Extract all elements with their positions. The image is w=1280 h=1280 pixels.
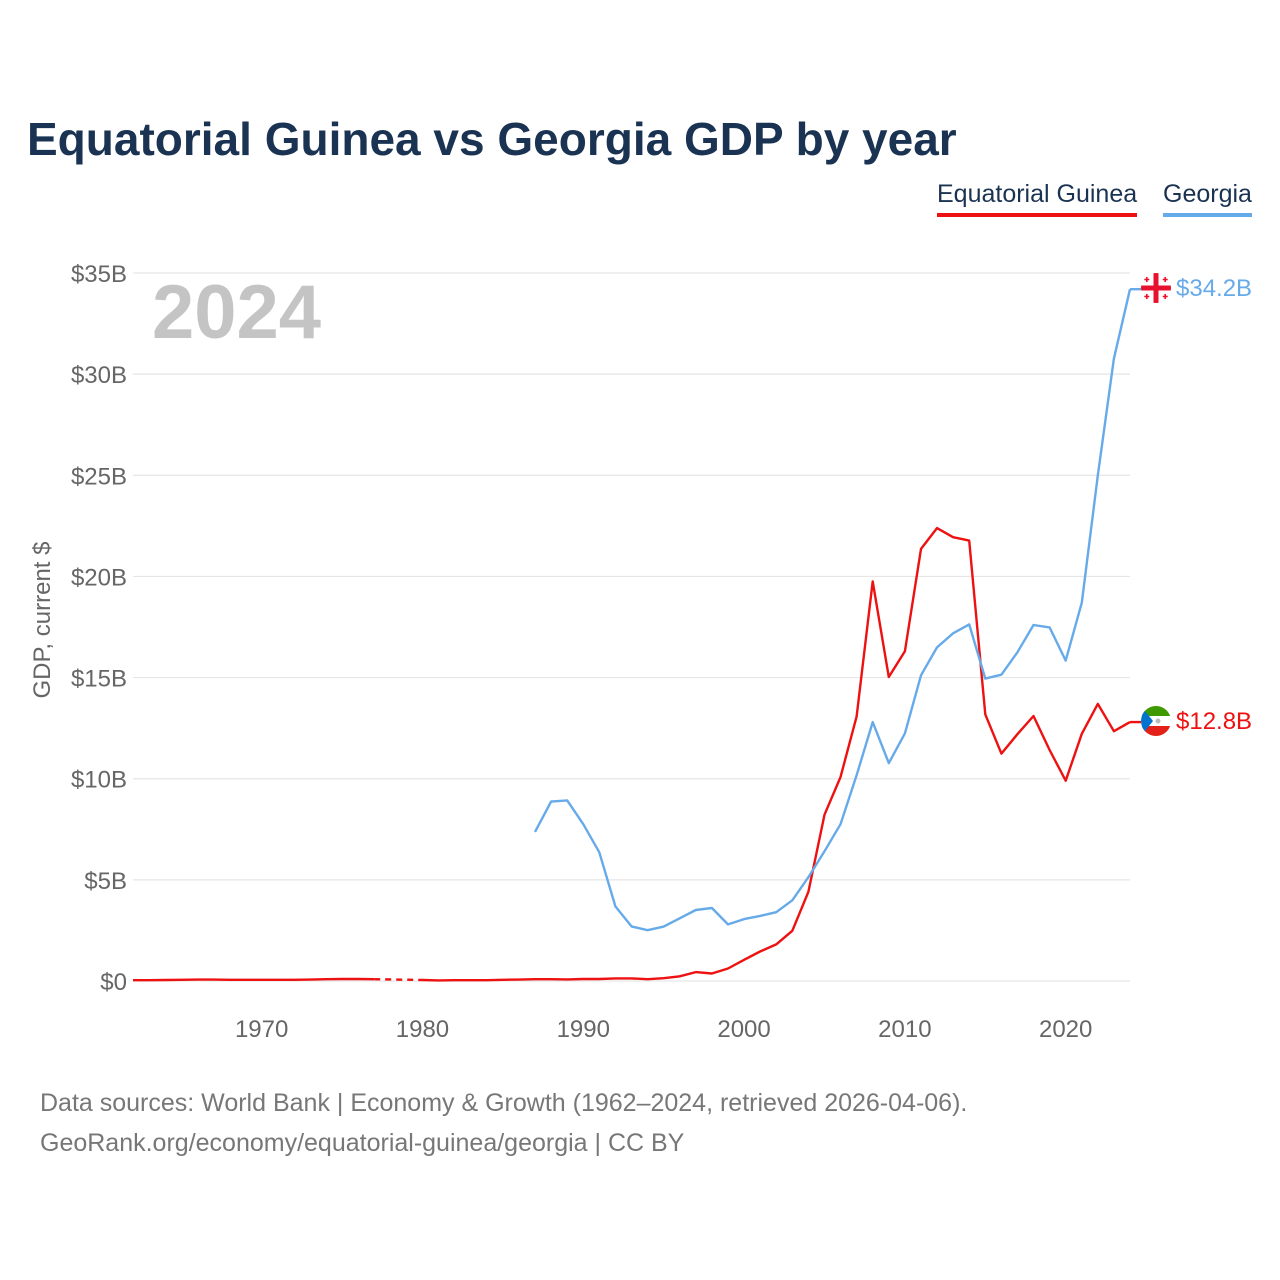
equatorial-guinea-flag-icon xyxy=(1141,706,1171,736)
footer-source: Data sources: World Bank | Economy & Gro… xyxy=(40,1089,968,1117)
x-tick-label: 1970 xyxy=(235,1016,288,1043)
legend-item-georgia[interactable]: Georgia xyxy=(1163,180,1252,217)
y-tick-label: $30B xyxy=(71,362,127,389)
series-line-equatorial-guinea xyxy=(133,977,375,982)
footer: Data sources: World Bank | Economy & Gro… xyxy=(40,1083,967,1163)
x-tick-label: 1980 xyxy=(396,1016,449,1043)
year-watermark: 2024 xyxy=(152,270,321,355)
grid-lines xyxy=(133,272,1130,982)
end-label-equatorial-guinea: $12.8B xyxy=(1176,708,1252,735)
series-gap-equatorial-guinea xyxy=(374,977,423,982)
y-tick-label: $35B xyxy=(71,261,127,288)
series-equatorial-guinea xyxy=(133,526,1141,982)
y-tick-label: $15B xyxy=(71,666,127,693)
x-tick-label: 2000 xyxy=(717,1016,770,1043)
x-tick-label: 1990 xyxy=(557,1016,610,1043)
y-tick-label: $10B xyxy=(71,767,127,794)
series-line-equatorial-guinea xyxy=(422,526,1131,982)
georgia-flag-icon xyxy=(1141,273,1171,303)
x-tick-label: 2010 xyxy=(878,1016,931,1043)
y-tick-label: $25B xyxy=(71,463,127,490)
y-tick-label: $5B xyxy=(84,868,127,895)
y-axis-label: GDP, current $ xyxy=(29,542,56,699)
series-line-georgia xyxy=(533,288,1132,932)
x-axis: 1970 1980 1990 2000 2010 2020 xyxy=(235,1016,1092,1043)
footer-link: GeoRank.org/economy/equatorial-guinea/ge… xyxy=(40,1129,685,1157)
legend-item-equatorial-guinea[interactable]: Equatorial Guinea xyxy=(937,180,1138,217)
y-axis: $0 $5B $10B $15B $20B $25B $30B $35B xyxy=(71,261,127,996)
end-label-georgia: $34.2B xyxy=(1176,275,1252,302)
y-tick-label: $20B xyxy=(71,564,127,591)
chart-title: Equatorial Guinea vs Georgia GDP by year xyxy=(27,113,957,165)
series-georgia xyxy=(533,287,1141,932)
y-tick-label: $0 xyxy=(100,969,127,996)
x-tick-label: 2020 xyxy=(1039,1016,1092,1043)
